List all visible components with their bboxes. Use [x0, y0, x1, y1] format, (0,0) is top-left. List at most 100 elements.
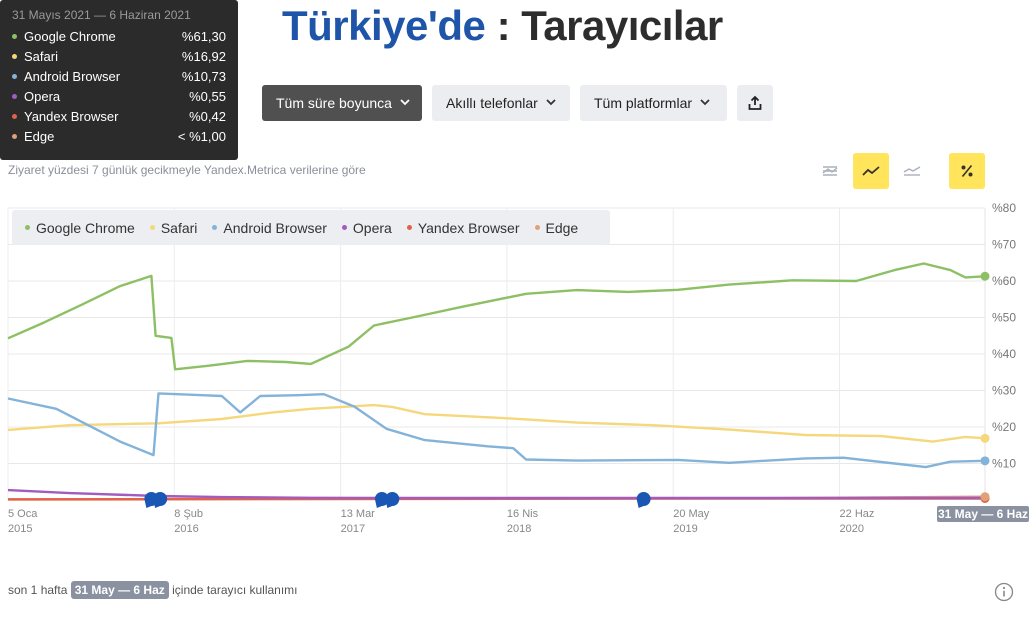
- y-tick-label: %40: [992, 347, 1016, 361]
- legend-item[interactable]: Safari: [149, 219, 198, 236]
- event-marker-icon: [374, 492, 389, 508]
- series-end-point: [980, 433, 990, 443]
- legend-dot-icon: [212, 225, 218, 230]
- tooltip-series-value: %10,73: [181, 68, 226, 84]
- event-marker-icon: [385, 492, 400, 508]
- legend-dot-icon: [25, 225, 30, 230]
- footer-suffix: içinde tarayıcı kullanımı: [172, 583, 298, 597]
- tooltip-series-name: Edge: [24, 128, 55, 144]
- legend-item[interactable]: Yandex Browser: [406, 219, 520, 236]
- percent-icon: [961, 164, 973, 178]
- line-chart-icon: [862, 166, 880, 176]
- legend-dot-icon: [534, 225, 540, 230]
- tooltip-series-name: Google Chrome: [24, 28, 116, 44]
- x-tick-label: 16 Nis: [507, 508, 539, 520]
- legend-dot-icon: [406, 225, 412, 230]
- x-tick-year: 2015: [8, 523, 32, 535]
- footer-caption: son 1 hafta 31 May — 6 Haz içinde tarayı…: [8, 581, 298, 599]
- legend-item[interactable]: Opera: [341, 219, 392, 236]
- tooltip-series-value: %16,92: [181, 48, 226, 64]
- legend-label: Opera: [352, 219, 392, 236]
- x-tick-year: 2016: [174, 523, 198, 535]
- series-end-point: [980, 456, 990, 466]
- x-tick-year: 2018: [507, 523, 531, 535]
- end-date-label: 31 May — 6 Haz: [938, 507, 1028, 521]
- y-tick-label: %80: [992, 201, 1016, 215]
- footer-range-chip: 31 May — 6 Haz: [70, 581, 169, 599]
- chevron-down-icon: [400, 98, 410, 108]
- series-dot-icon: [12, 113, 17, 119]
- legend-label: Safari: [160, 219, 198, 236]
- browser-share-chart: %80 %70 %60 %50 %40 %30 %20 %10 5 Oca 2015 8 Şub 20…: [7, 201, 1029, 535]
- tooltip-rows: Google Chrome %61,30 Safari %16,92 Android B…: [12, 26, 226, 146]
- period-dropdown[interactable]: Tüm süre boyunca: [262, 85, 422, 121]
- chart-legend: Google Chrome Safari Android Browser Opera Y…: [12, 210, 610, 245]
- y-tick-label: %10: [992, 457, 1016, 471]
- share-button[interactable]: [737, 85, 773, 121]
- x-tick-year: 2020: [840, 523, 864, 535]
- legend-item[interactable]: Android Browser: [212, 220, 327, 236]
- y-tick-label: %70: [992, 238, 1016, 252]
- footer-prefix: son 1 hafta: [8, 583, 68, 597]
- tooltip-date: 31 Mayıs 2021 — 6 Haziran 2021: [12, 8, 191, 22]
- tooltip-series-value: %0,55: [189, 88, 226, 104]
- tooltip-series-name: Android Browser: [24, 68, 121, 84]
- series-dot-icon: [12, 53, 17, 59]
- title-colon: :: [496, 2, 511, 49]
- platform-dropdown[interactable]: Tüm platformlar: [580, 85, 727, 121]
- device-dropdown[interactable]: Akıllı telefonlar: [432, 85, 570, 121]
- platform-label: Tüm platformlar: [594, 95, 693, 111]
- series-dot-icon: [12, 73, 17, 79]
- series-dot-icon: [12, 133, 17, 139]
- tooltip-row: Opera %0,55: [12, 86, 226, 106]
- area-view-button[interactable]: [894, 153, 930, 189]
- area-chart-icon: [903, 166, 921, 176]
- series-line: [7, 392, 986, 469]
- x-tick-label: 8 Şub: [174, 508, 203, 520]
- line-view-button[interactable]: [853, 153, 889, 189]
- tooltip-row: Yandex Browser %0,42: [12, 106, 226, 126]
- series-line: [7, 403, 986, 443]
- percent-view-button[interactable]: [949, 153, 985, 189]
- chevron-down-icon: [546, 98, 556, 108]
- chart-subtitle: Ziyaret yüzdesi 7 günlük gecikmeyle Yand…: [8, 163, 366, 177]
- tooltip-series-value: %0,42: [189, 108, 226, 124]
- legend-label: Edge: [545, 219, 579, 236]
- stacked-view-button[interactable]: [812, 153, 848, 189]
- tooltip-row: Edge < %1,00: [12, 126, 226, 146]
- period-label: Tüm süre boyunca: [276, 95, 392, 111]
- hover-tooltip: 31 Mayıs 2021 — 6 Haziran 2021 Google Ch…: [0, 0, 238, 160]
- legend-label: Google Chrome: [36, 219, 135, 236]
- page-title: Türkiye'de : Tarayıcılar: [282, 2, 723, 50]
- tooltip-series-value: %61,30: [181, 28, 226, 44]
- title-country: Türkiye'de: [282, 2, 486, 49]
- event-marker-icon: [636, 492, 651, 508]
- chevron-down-icon: [700, 98, 710, 108]
- title-subject: Tarayıcılar: [521, 2, 723, 49]
- legend-item[interactable]: Edge: [534, 219, 579, 236]
- legend-label: Yandex Browser: [417, 219, 520, 236]
- legend-dot-icon: [149, 225, 155, 230]
- stacked-area-icon: [822, 166, 838, 176]
- y-tick-label: %20: [992, 420, 1016, 434]
- y-tick-label: %50: [992, 311, 1016, 325]
- share-icon: [748, 95, 762, 110]
- tooltip-row: Google Chrome %61,30: [12, 26, 226, 46]
- event-marker-icon: [153, 492, 168, 508]
- tooltip-row: Safari %16,92: [12, 46, 226, 66]
- tooltip-row: Android Browser %10,73: [12, 66, 226, 86]
- tooltip-series-value: < %1,00: [177, 128, 226, 144]
- device-label: Akıllı telefonlar: [446, 95, 538, 111]
- series-dot-icon: [12, 33, 17, 39]
- series-dot-icon: [12, 93, 17, 99]
- x-tick-label: 5 Oca: [8, 508, 38, 520]
- legend-item[interactable]: Google Chrome: [25, 220, 135, 236]
- y-tick-label: %30: [992, 384, 1016, 398]
- tooltip-series-name: Safari: [24, 48, 58, 64]
- tooltip-series-name: Yandex Browser: [24, 108, 119, 124]
- end-date-chip: [937, 506, 1029, 522]
- x-tick-label: 22 Haz: [840, 508, 875, 520]
- info-icon[interactable]: [994, 582, 1014, 602]
- x-tick-year: 2017: [341, 523, 365, 535]
- legend-label: Android Browser: [223, 219, 327, 236]
